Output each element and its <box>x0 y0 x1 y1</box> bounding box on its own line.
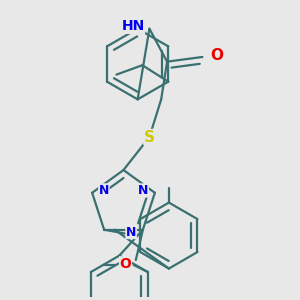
Text: N: N <box>99 184 109 197</box>
Text: S: S <box>144 130 155 145</box>
Text: N: N <box>138 184 148 197</box>
Text: O: O <box>210 48 223 63</box>
Text: HN: HN <box>121 19 145 33</box>
Text: N: N <box>126 226 136 238</box>
Text: O: O <box>120 257 131 271</box>
